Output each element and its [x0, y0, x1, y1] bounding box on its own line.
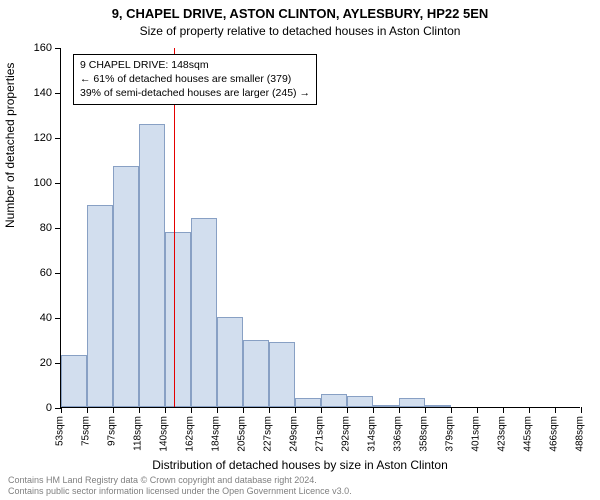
x-tick-label: 379sqm	[445, 416, 456, 452]
x-tick	[477, 407, 478, 413]
x-tick-label: 227sqm	[263, 416, 274, 452]
x-tick	[555, 407, 556, 413]
x-tick-label: 488sqm	[575, 416, 586, 452]
x-tick	[191, 407, 192, 413]
annotation-line-3: 39% of semi-detached houses are larger (…	[80, 86, 310, 100]
y-axis-title: Number of detached properties	[3, 63, 17, 228]
chart-title-sub: Size of property relative to detached ho…	[0, 24, 600, 38]
x-tick	[269, 407, 270, 413]
histogram-chart: 9, CHAPEL DRIVE, ASTON CLINTON, AYLESBUR…	[0, 0, 600, 500]
histogram-bar	[87, 205, 113, 408]
histogram-bar	[139, 124, 165, 408]
y-tick	[55, 228, 61, 229]
x-tick	[295, 407, 296, 413]
attribution-line-1: Contains HM Land Registry data © Crown c…	[8, 475, 352, 486]
y-tick	[55, 273, 61, 274]
x-tick	[217, 407, 218, 413]
x-tick-label: 162sqm	[185, 416, 196, 452]
histogram-bar	[113, 166, 139, 407]
x-tick	[243, 407, 244, 413]
x-tick-label: 314sqm	[367, 416, 378, 452]
histogram-bar	[373, 405, 399, 407]
x-tick	[425, 407, 426, 413]
histogram-bar	[347, 396, 373, 407]
x-tick-label: 249sqm	[289, 416, 300, 452]
y-tick	[55, 318, 61, 319]
histogram-bar	[321, 394, 347, 408]
chart-title-main: 9, CHAPEL DRIVE, ASTON CLINTON, AYLESBUR…	[0, 6, 600, 21]
x-axis-title: Distribution of detached houses by size …	[0, 458, 600, 472]
x-tick	[113, 407, 114, 413]
x-tick	[165, 407, 166, 413]
plot-area: 9 CHAPEL DRIVE: 148sqm ← 61% of detached…	[60, 48, 580, 408]
x-tick-label: 184sqm	[211, 416, 222, 452]
x-tick-label: 75sqm	[81, 416, 92, 446]
x-tick-label: 292sqm	[341, 416, 352, 452]
histogram-bar	[165, 232, 191, 408]
histogram-bar	[399, 398, 425, 407]
histogram-bar	[61, 355, 87, 407]
x-tick-label: 97sqm	[107, 416, 118, 446]
x-tick-label: 445sqm	[523, 416, 534, 452]
x-tick	[61, 407, 62, 413]
annotation-line-2: ← 61% of detached houses are smaller (37…	[80, 72, 310, 86]
histogram-bar	[425, 405, 451, 407]
histogram-bar	[269, 342, 295, 407]
x-tick	[529, 407, 530, 413]
x-tick-label: 140sqm	[159, 416, 170, 452]
x-tick	[581, 407, 582, 413]
y-tick-label: 60	[22, 267, 52, 279]
x-tick	[451, 407, 452, 413]
y-tick-label: 160	[22, 42, 52, 54]
x-tick	[321, 407, 322, 413]
x-tick-label: 271sqm	[315, 416, 326, 452]
x-tick	[87, 407, 88, 413]
y-tick-label: 80	[22, 222, 52, 234]
x-tick-label: 358sqm	[419, 416, 430, 452]
x-tick-label: 336sqm	[393, 416, 404, 452]
histogram-bar	[243, 340, 269, 408]
histogram-bar	[217, 317, 243, 407]
x-tick-label: 53sqm	[55, 416, 66, 446]
histogram-bar	[295, 398, 321, 407]
y-tick-label: 40	[22, 312, 52, 324]
histogram-bar	[191, 218, 217, 407]
attribution-text: Contains HM Land Registry data © Crown c…	[8, 475, 352, 498]
x-tick	[503, 407, 504, 413]
x-tick-label: 205sqm	[237, 416, 248, 452]
attribution-line-2: Contains public sector information licen…	[8, 486, 352, 497]
x-tick-label: 118sqm	[133, 416, 144, 451]
x-tick	[139, 407, 140, 413]
x-tick-label: 423sqm	[497, 416, 508, 452]
annotation-line-1: 9 CHAPEL DRIVE: 148sqm	[80, 58, 310, 72]
x-tick-label: 466sqm	[549, 416, 560, 452]
y-tick	[55, 93, 61, 94]
x-tick-label: 401sqm	[471, 416, 482, 452]
y-tick-label: 140	[22, 87, 52, 99]
x-tick	[399, 407, 400, 413]
y-tick-label: 20	[22, 357, 52, 369]
y-tick-label: 120	[22, 132, 52, 144]
y-tick-label: 100	[22, 177, 52, 189]
y-tick	[55, 183, 61, 184]
x-tick	[373, 407, 374, 413]
annotation-box: 9 CHAPEL DRIVE: 148sqm ← 61% of detached…	[73, 54, 317, 105]
x-tick	[347, 407, 348, 413]
y-tick	[55, 138, 61, 139]
y-tick-label: 0	[22, 402, 52, 414]
y-tick	[55, 48, 61, 49]
